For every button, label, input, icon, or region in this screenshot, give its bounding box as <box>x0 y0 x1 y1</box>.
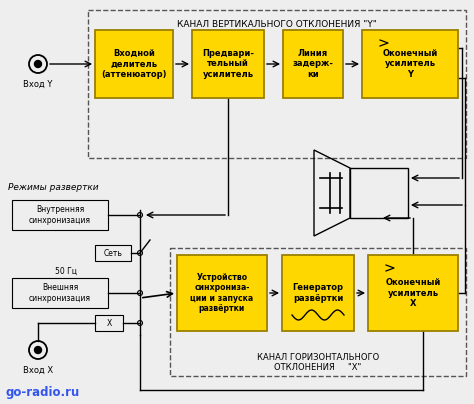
Bar <box>177 255 267 331</box>
Text: X: X <box>106 318 111 328</box>
Bar <box>170 248 466 376</box>
Text: Вход X: Вход X <box>23 366 53 375</box>
Text: Генератор
развёртки: Генератор развёртки <box>292 283 344 303</box>
Text: КАНАЛ ГОРИЗОНТАЛЬНОГО
ОТКЛОНЕНИЯ     "X": КАНАЛ ГОРИЗОНТАЛЬНОГО ОТКЛОНЕНИЯ "X" <box>257 353 379 372</box>
Bar <box>362 30 458 98</box>
Text: Предвари-
тельный
усилитель: Предвари- тельный усилитель <box>202 49 254 79</box>
Circle shape <box>35 61 42 67</box>
Bar <box>95 245 131 261</box>
Text: Внешняя
синхронизация: Внешняя синхронизация <box>29 283 91 303</box>
Text: Оконечный
усилитель
Y: Оконечный усилитель Y <box>383 49 438 79</box>
Text: КАНАЛ ВЕРТИКАЛЬНОГО ОТКЛОНЕНИЯ "Y": КАНАЛ ВЕРТИКАЛЬНОГО ОТКЛОНЕНИЯ "Y" <box>177 20 377 29</box>
Text: go-radio.ru: go-radio.ru <box>6 386 80 399</box>
Text: Внутренняя
синхронизация: Внутренняя синхронизация <box>29 205 91 225</box>
Bar <box>192 30 264 98</box>
Bar <box>12 278 108 308</box>
Text: Устройство
синхрониза-
ции и запуска
развёртки: Устройство синхрониза- ции и запуска раз… <box>191 273 254 313</box>
Text: Вход Y: Вход Y <box>23 80 53 89</box>
Bar <box>350 168 408 218</box>
Bar <box>282 255 354 331</box>
Bar <box>283 30 343 98</box>
Text: Оконечный
усилитель
X: Оконечный усилитель X <box>385 278 441 308</box>
Text: Сеть: Сеть <box>103 248 122 257</box>
Bar <box>95 315 123 331</box>
Text: Режимы развертки: Режимы развертки <box>8 183 99 192</box>
Bar <box>368 255 458 331</box>
Text: Линия
задерж-
ки: Линия задерж- ки <box>292 49 334 79</box>
Bar <box>88 10 466 158</box>
Bar <box>12 200 108 230</box>
Circle shape <box>35 347 42 354</box>
Text: Входной
делитель
(аттенюатор): Входной делитель (аттенюатор) <box>101 49 167 79</box>
Text: 50 Гц: 50 Гц <box>55 267 77 276</box>
Bar <box>95 30 173 98</box>
